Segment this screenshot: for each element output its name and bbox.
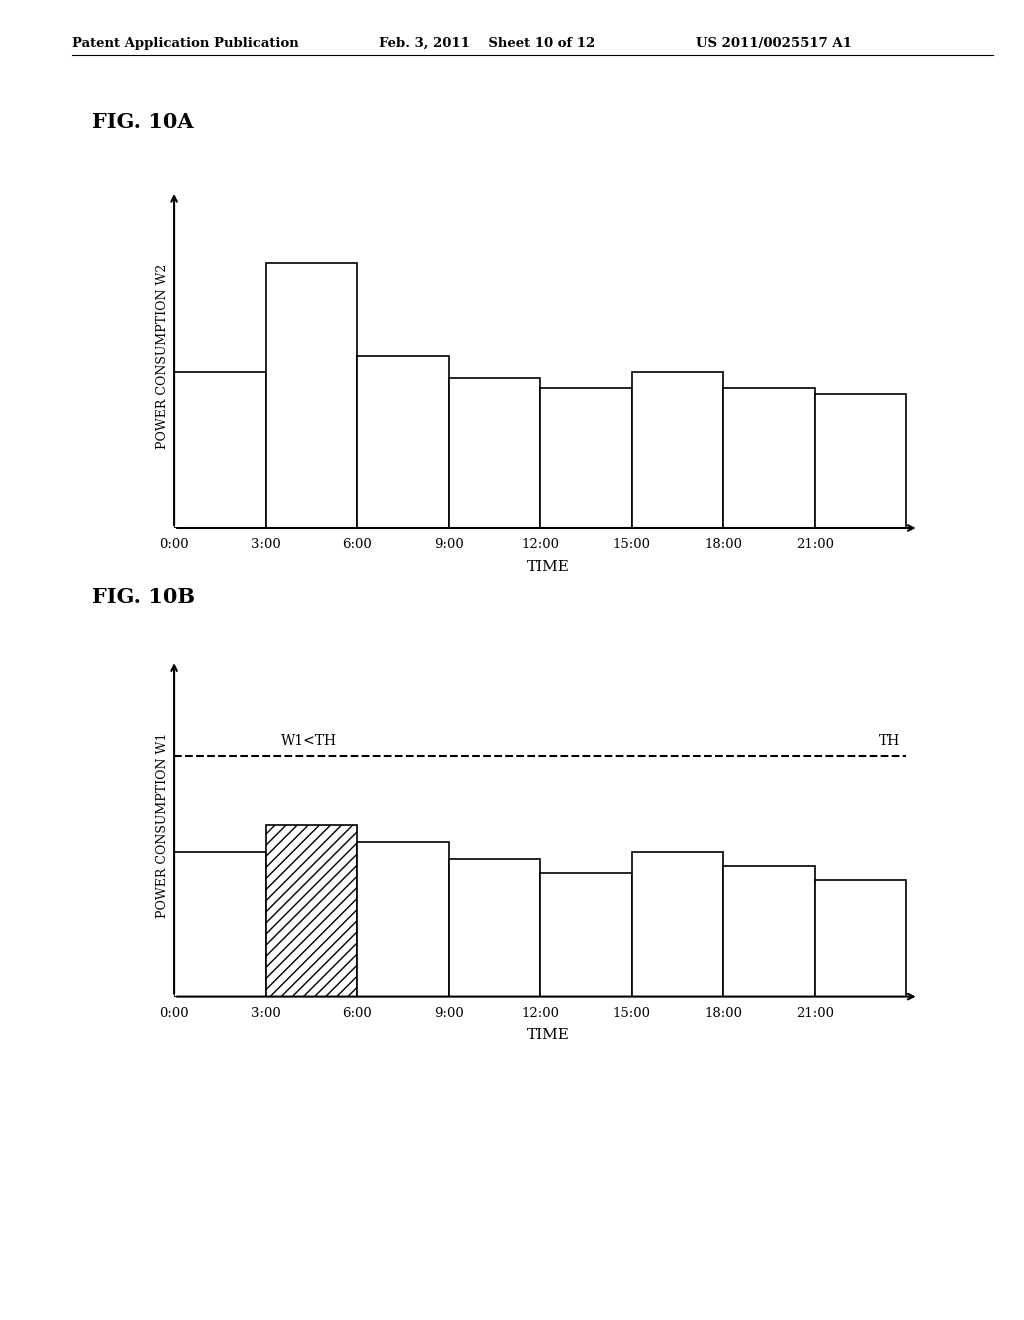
Bar: [815, 393, 906, 528]
Bar: [541, 388, 632, 528]
Bar: [449, 379, 541, 528]
Bar: [357, 356, 449, 528]
Text: TH: TH: [879, 734, 900, 747]
Y-axis label: POWER CONSUMPTION W1: POWER CONSUMPTION W1: [156, 733, 169, 917]
Y-axis label: POWER CONSUMPTION W2: POWER CONSUMPTION W2: [156, 264, 169, 449]
Bar: [449, 859, 541, 997]
Text: US 2011/0025517 A1: US 2011/0025517 A1: [696, 37, 852, 50]
Bar: [632, 853, 723, 997]
Text: FIG. 10B: FIG. 10B: [92, 587, 196, 607]
Bar: [723, 388, 815, 528]
Bar: [632, 372, 723, 528]
Bar: [174, 372, 265, 528]
Bar: [357, 842, 449, 997]
Text: Patent Application Publication: Patent Application Publication: [72, 37, 298, 50]
Bar: [265, 825, 357, 997]
Bar: [174, 853, 265, 997]
Bar: [265, 263, 357, 528]
Bar: [541, 873, 632, 997]
Text: FIG. 10A: FIG. 10A: [92, 112, 194, 132]
Text: Feb. 3, 2011    Sheet 10 of 12: Feb. 3, 2011 Sheet 10 of 12: [379, 37, 595, 50]
X-axis label: TIME: TIME: [526, 560, 569, 574]
X-axis label: TIME: TIME: [526, 1028, 569, 1043]
Bar: [815, 880, 906, 997]
Text: W1<TH: W1<TH: [281, 734, 337, 747]
Bar: [723, 866, 815, 997]
